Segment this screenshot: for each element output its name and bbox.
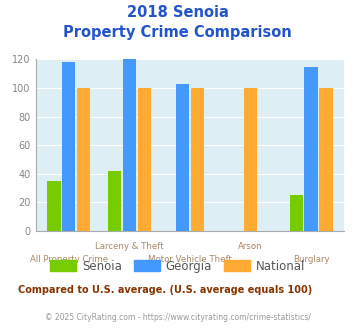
Legend: Senoia, Georgia, National: Senoia, Georgia, National [45, 255, 310, 278]
Text: Larceny & Theft: Larceny & Theft [95, 242, 164, 251]
Bar [191, 88, 204, 231]
Text: Compared to U.S. average. (U.S. average equals 100): Compared to U.S. average. (U.S. average … [18, 285, 312, 295]
Text: © 2025 CityRating.com - https://www.cityrating.com/crime-statistics/: © 2025 CityRating.com - https://www.city… [45, 314, 310, 322]
Bar [47, 181, 61, 231]
Text: Burglary: Burglary [293, 255, 329, 264]
Bar [304, 67, 318, 231]
Bar [108, 171, 121, 231]
Bar [176, 84, 189, 231]
Text: Property Crime Comparison: Property Crime Comparison [63, 25, 292, 40]
Bar [137, 88, 151, 231]
Bar [123, 59, 136, 231]
Bar [62, 62, 76, 231]
Bar [290, 195, 303, 231]
Text: Arson: Arson [238, 242, 263, 251]
Text: Motor Vehicle Theft: Motor Vehicle Theft [148, 255, 232, 264]
Text: 2018 Senoia: 2018 Senoia [127, 5, 228, 20]
Text: All Property Crime: All Property Crime [30, 255, 108, 264]
Bar [77, 88, 90, 231]
Bar [244, 88, 257, 231]
Bar [319, 88, 333, 231]
